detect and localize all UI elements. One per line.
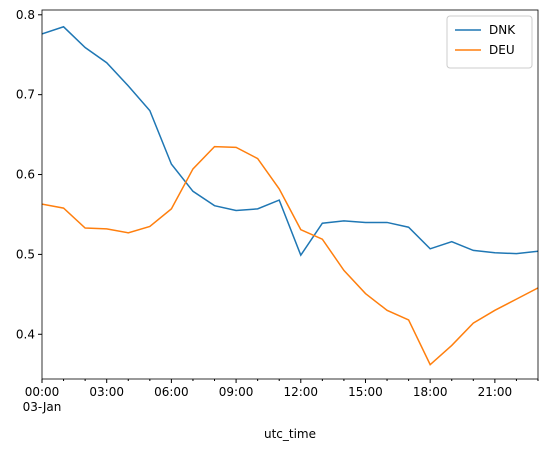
legend-label: DNK <box>489 23 516 37</box>
legend-box <box>446 15 533 69</box>
y-tick-label: 0.4 <box>16 327 35 341</box>
y-tick-label: 0.5 <box>16 247 35 261</box>
x-tick-label: 12:00 <box>283 385 318 399</box>
x-tick-label: 18:00 <box>413 385 448 399</box>
x-tick-label: 06:00 <box>154 385 189 399</box>
x-tick-label: 15:00 <box>348 385 383 399</box>
x-tick-label: 03:00 <box>89 385 124 399</box>
x-date-label: 03-Jan <box>23 400 62 414</box>
y-tick-label: 0.7 <box>16 88 35 102</box>
x-tick-label: 21:00 <box>478 385 513 399</box>
y-tick-label: 0.6 <box>16 168 35 182</box>
x-tick-label: 09:00 <box>219 385 254 399</box>
plot-frame <box>41 9 539 380</box>
x-axis-label: utc_time <box>264 427 316 441</box>
legend-label: DEU <box>489 43 515 57</box>
y-tick-label: 0.8 <box>16 8 35 22</box>
line <box>42 25 538 257</box>
x-tick-label: 00:00 <box>25 385 60 399</box>
line <box>42 145 538 366</box>
